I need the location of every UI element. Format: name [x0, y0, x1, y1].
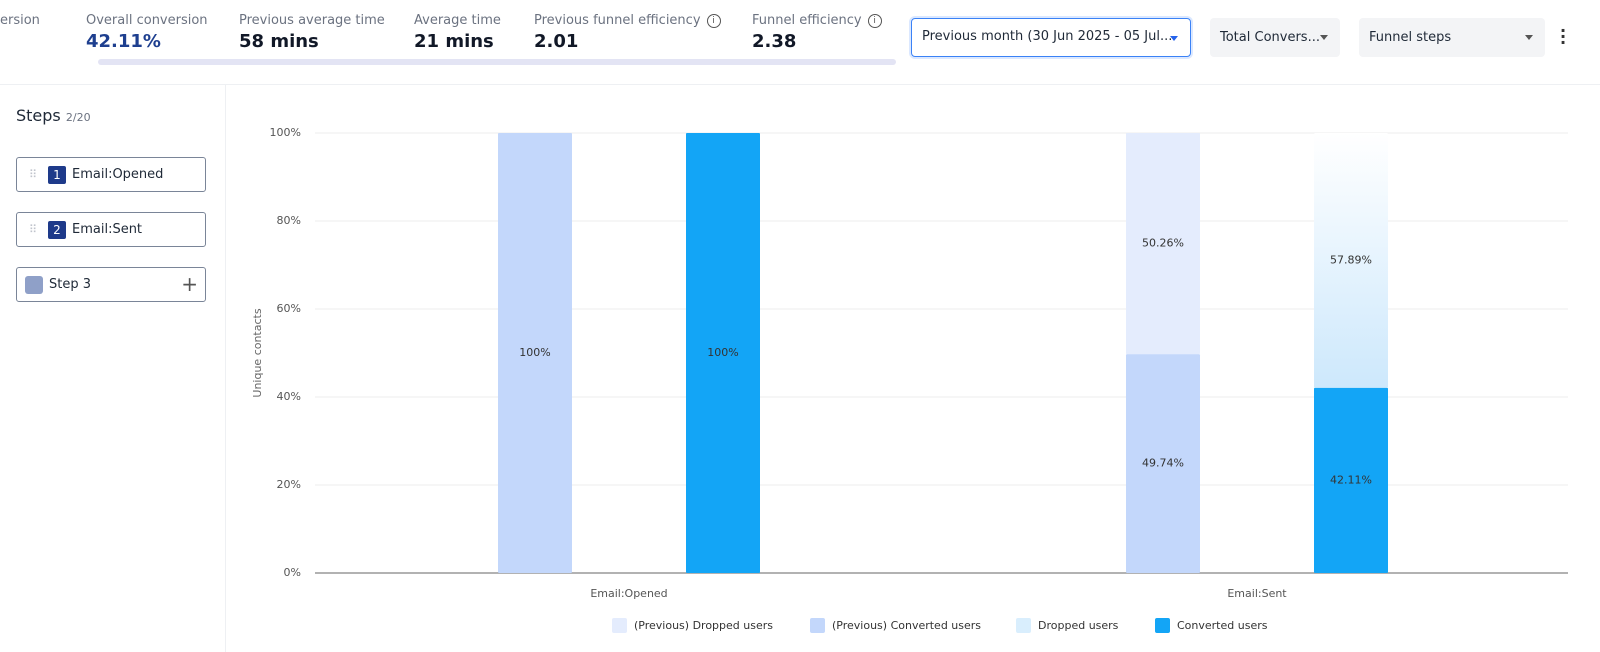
dropdown-label: Previous month (30 Jun 2025 - 05 Jul... — [922, 29, 1173, 44]
add-step[interactable]: + — [181, 272, 198, 296]
info-icon[interactable]: i — [706, 14, 721, 28]
step-number: 2 — [48, 221, 66, 239]
metric: Previous funnel efficiency i 2.01 — [534, 13, 721, 52]
bar-segment — [686, 133, 760, 573]
data-label: 100% — [519, 346, 550, 359]
metric: ersion — [0, 13, 40, 28]
metric-label: ersion — [0, 13, 40, 28]
steps-heading: Steps — [16, 106, 61, 125]
y-tick-label: 100% — [270, 126, 301, 139]
view-dropdown[interactable]: Funnel steps — [1359, 18, 1545, 57]
step-label: Email:Opened — [72, 167, 164, 182]
metric-value: 21 mins — [414, 31, 494, 52]
data-label: 100% — [707, 346, 738, 359]
legend-swatch — [1016, 618, 1031, 633]
y-axis-label: Unique contacts — [251, 308, 264, 397]
y-tick-label: 80% — [277, 214, 301, 227]
y-tick-label: 40% — [277, 390, 301, 403]
x-tick-label: Email:Opened — [590, 587, 667, 600]
caret — [1170, 36, 1178, 41]
metric-value: 42.11% — [86, 31, 161, 52]
data-label: 49.74% — [1142, 457, 1184, 470]
date-dropdown[interactable]: Previous month (30 Jun 2025 - 05 Jul... — [911, 18, 1191, 57]
metric: Previous average time 58 mins — [239, 13, 385, 52]
y-tick-label: 60% — [277, 302, 301, 315]
scroll-bar — [98, 59, 896, 65]
step-item[interactable]: Step 3 + — [16, 267, 206, 302]
metric-dropdown[interactable]: Total Convers... — [1210, 18, 1340, 57]
bar-segment — [498, 133, 572, 573]
metric-label: Overall conversion — [86, 13, 208, 28]
metric-value: 58 mins — [239, 31, 319, 52]
metric-label: Funnel efficiency — [752, 13, 862, 28]
legend-label: Converted users — [1177, 619, 1268, 632]
legend-label: (Previous) Dropped users — [634, 619, 773, 632]
metric-value: 2.38 — [752, 31, 797, 52]
steps-title: Steps 2/20 — [16, 106, 91, 125]
metric: Funnel efficiency i 2.38 — [752, 13, 882, 52]
info-icon[interactable]: i — [867, 14, 882, 28]
data-label: 57.89% — [1330, 253, 1372, 266]
legend-label: Dropped users — [1038, 619, 1119, 632]
steps-count: 2/20 — [65, 111, 91, 124]
y-tick-label: 20% — [277, 478, 301, 491]
legend-swatch — [612, 618, 627, 633]
metric-label: Previous average time — [239, 13, 385, 28]
legend-swatch — [1155, 618, 1170, 633]
legend-label: (Previous) Converted users — [832, 619, 981, 632]
bar-segment — [1126, 133, 1200, 355]
metric-label: Previous funnel efficiency — [534, 13, 701, 28]
drag-handle: ⠿ — [29, 223, 38, 236]
y-tick-label: 0% — [284, 566, 301, 579]
step-label: Email:Sent — [72, 222, 143, 237]
dropdown-label: Total Convers... — [1220, 30, 1320, 45]
step-number: 1 — [48, 166, 66, 184]
metric: Overall conversion 42.11% — [86, 13, 208, 52]
drag-handle: ⠿ — [29, 168, 38, 181]
bar-segment — [1314, 387, 1388, 573]
more-menu[interactable]: · · · — [1560, 21, 1567, 52]
bar-segment — [1314, 133, 1388, 388]
step-label: Step 3 — [49, 277, 92, 292]
caret — [1320, 35, 1328, 40]
data-label: 50.26% — [1142, 237, 1184, 250]
dropdown-label: Funnel steps — [1369, 30, 1452, 45]
data-label: 42.11% — [1330, 473, 1372, 486]
legend-swatch — [810, 618, 825, 633]
bar-segment — [1126, 354, 1200, 573]
step-swatch — [25, 276, 43, 294]
x-tick-label: Email:Sent — [1227, 587, 1287, 600]
metric-label: Average time — [414, 13, 501, 28]
step-item[interactable]: ⠿ 1 Email:Opened — [16, 157, 206, 192]
step-item[interactable]: ⠿ 2 Email:Sent — [16, 212, 206, 247]
metric: Average time 21 mins — [414, 13, 501, 52]
metric-value: 2.01 — [534, 31, 579, 52]
caret — [1525, 35, 1533, 40]
